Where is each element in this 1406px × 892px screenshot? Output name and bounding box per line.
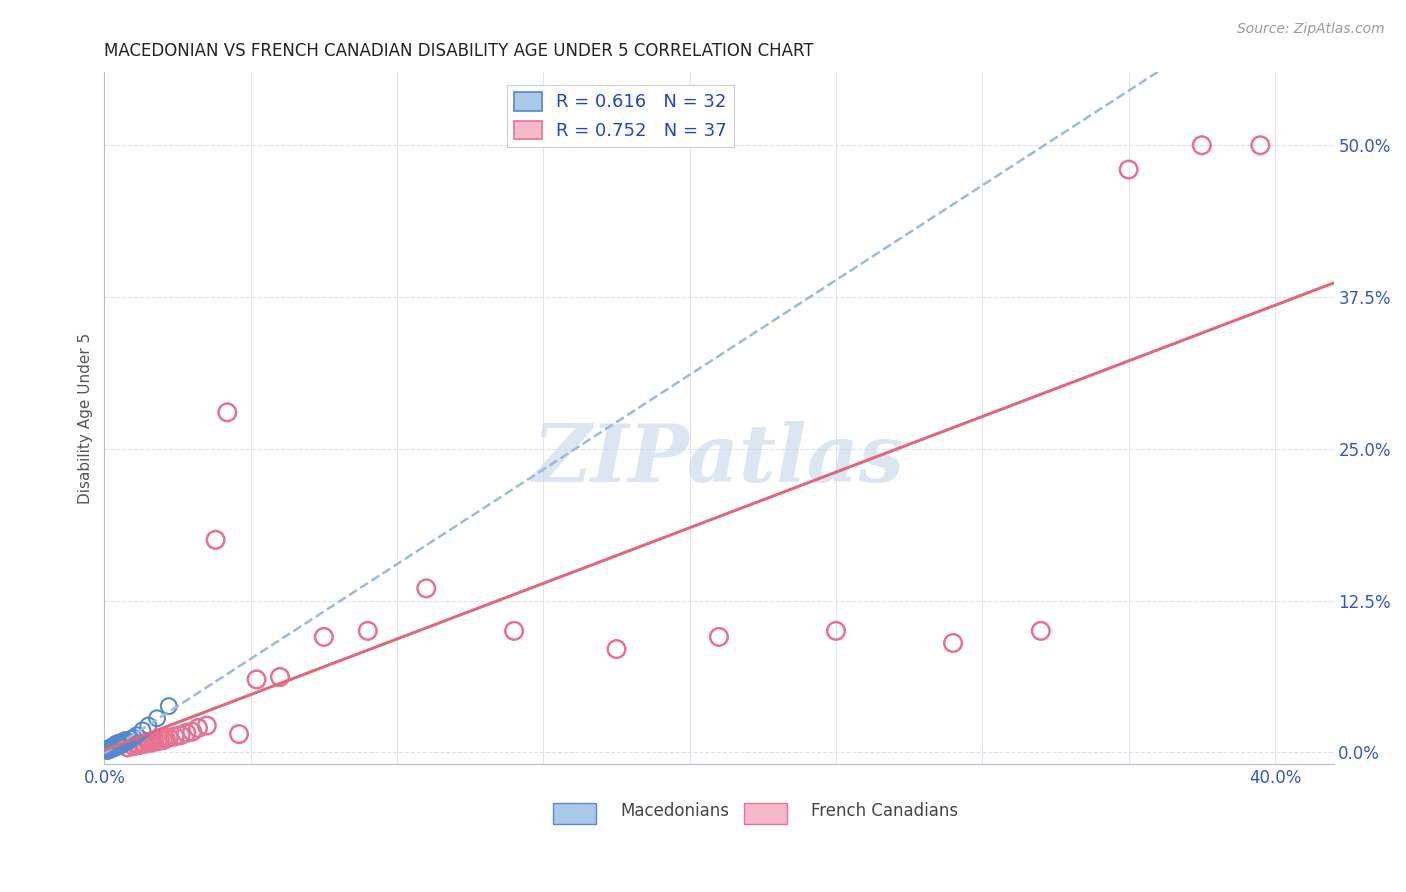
Point [149, 733, 172, 747]
Point [204, 533, 226, 547]
Point [152, 733, 174, 747]
Point [155, 731, 177, 746]
Point [187, 721, 209, 735]
Point [157, 699, 180, 714]
Point [96, 744, 118, 758]
Point [108, 737, 131, 751]
Text: MACEDONIAN VS FRENCH CANADIAN DISABILITY AGE UNDER 5 CORRELATION CHART: MACEDONIAN VS FRENCH CANADIAN DISABILITY… [104, 42, 814, 60]
Bar [553, 803, 596, 824]
Point [176, 726, 198, 740]
Point [108, 739, 131, 754]
Point [1029, 624, 1052, 638]
Point [98, 743, 121, 757]
Point [415, 582, 437, 596]
Text: ZIPatlas: ZIPatlas [533, 421, 905, 499]
Point [98, 740, 121, 755]
Point [146, 711, 169, 725]
Point [108, 738, 131, 752]
Point [101, 740, 124, 755]
Point [101, 741, 124, 756]
Point [105, 739, 128, 754]
Point [125, 728, 148, 742]
Point [125, 738, 148, 752]
Point [108, 735, 131, 749]
Point [111, 735, 134, 749]
Point [114, 733, 136, 747]
Point [228, 727, 250, 741]
Point [217, 405, 239, 419]
Point [157, 731, 180, 745]
Point [105, 737, 128, 751]
Point [98, 741, 121, 756]
Point [181, 724, 204, 739]
Legend: R = 0.616   N = 32, R = 0.752   N = 37: R = 0.616 N = 32, R = 0.752 N = 37 [508, 85, 734, 147]
Text: Macedonians: Macedonians [620, 803, 730, 821]
Point [136, 718, 159, 732]
Point [131, 723, 153, 738]
Point [141, 735, 163, 749]
Text: French Canadians: French Canadians [811, 803, 959, 821]
Point [1118, 162, 1140, 177]
Point [117, 740, 139, 755]
Point [117, 734, 139, 748]
Point [98, 741, 121, 756]
Point [101, 740, 124, 755]
Point [128, 738, 150, 752]
Point [120, 731, 142, 746]
Point [357, 624, 380, 638]
Text: Source: ZipAtlas.com: Source: ZipAtlas.com [1237, 22, 1385, 37]
Point [605, 642, 627, 657]
Point [131, 737, 153, 751]
Point [146, 734, 169, 748]
Point [942, 636, 965, 650]
Point [1249, 138, 1271, 153]
Point [96, 743, 118, 757]
Point [111, 738, 134, 752]
Point [105, 738, 128, 752]
Point [143, 734, 166, 748]
Point [1191, 138, 1213, 153]
Point [825, 624, 848, 638]
Point [195, 718, 218, 732]
Point [105, 740, 128, 755]
Point [503, 624, 526, 638]
Point [101, 739, 124, 754]
Point [114, 735, 136, 749]
Bar [744, 803, 786, 824]
Point [707, 630, 730, 644]
Point [96, 743, 118, 757]
Point [122, 731, 145, 745]
Point [169, 728, 191, 742]
Point [134, 737, 156, 751]
Point [136, 735, 159, 749]
Point [101, 739, 124, 754]
Point [269, 670, 291, 684]
Y-axis label: Disability Age Under 5: Disability Age Under 5 [79, 333, 93, 504]
Point [312, 630, 335, 644]
Point [245, 673, 267, 687]
Point [122, 739, 145, 754]
Point [163, 730, 186, 744]
